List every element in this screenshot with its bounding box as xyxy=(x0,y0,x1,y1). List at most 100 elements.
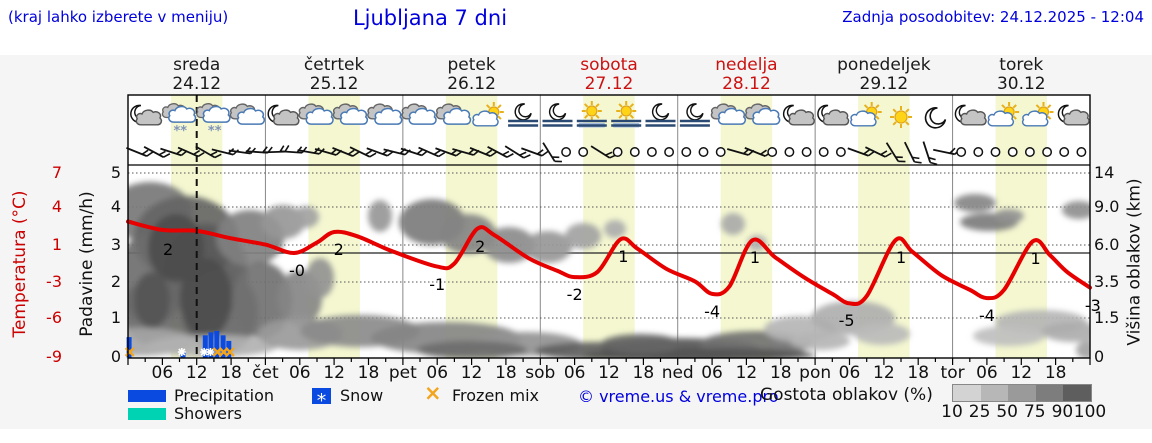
precipitation-tick-label: 5 xyxy=(110,163,121,182)
density-tick-label: 75 xyxy=(1023,402,1046,422)
day-date-label: 24.12 xyxy=(172,74,222,94)
curve-temperature-label: -3 xyxy=(1084,295,1101,315)
density-tick-label: 10 xyxy=(941,402,963,422)
curve-temperature-label: 2 xyxy=(162,240,174,259)
weather-icon-cloud xyxy=(401,103,437,125)
weather-icon-sun-fog xyxy=(611,101,642,128)
curve-temperature-label: 2 xyxy=(475,236,486,256)
curve-temperature-label: -2 xyxy=(566,285,583,305)
time-tick-label: ned xyxy=(661,363,694,383)
calm-wind-symbol xyxy=(1059,147,1070,157)
page-title: Ljubljana 7 dni xyxy=(352,6,508,30)
time-tick-label: 06 xyxy=(288,363,311,383)
wind-barb xyxy=(865,146,892,158)
calm-wind-symbol xyxy=(629,147,640,157)
calm-wind-symbol xyxy=(1007,147,1018,157)
calm-wind-symbol xyxy=(664,147,675,157)
curve-temperature-label: -4 xyxy=(978,306,995,326)
density-tick-label: 50 xyxy=(996,402,1019,422)
weather-icon-moon xyxy=(924,107,947,129)
cloud-height-tick-label: 0 xyxy=(1094,347,1105,366)
svg-text:**: ** xyxy=(174,124,188,139)
snow-legend-icon: * xyxy=(312,388,331,412)
weather-icon-moon-cloud xyxy=(1057,104,1090,126)
wind-barb xyxy=(177,146,205,158)
time-tick-label: čet xyxy=(252,363,279,383)
time-tick-label: 18 xyxy=(495,363,517,383)
precipitation-tick-label: 3 xyxy=(110,235,121,254)
cloud-height-tick-label: 14 xyxy=(1094,163,1115,182)
day-name-label: sreda xyxy=(173,55,221,75)
calm-wind-symbol xyxy=(1076,147,1087,157)
temperature-curve xyxy=(126,219,1092,307)
weather-icon-moon-fog xyxy=(508,103,539,127)
weather-icon-moon-cloud xyxy=(267,104,300,126)
wind-barb xyxy=(487,146,514,158)
day-date-label: 27.12 xyxy=(584,74,634,94)
time-tick-label: 12 xyxy=(1010,363,1033,383)
weather-icon-cloud xyxy=(710,103,747,125)
calm-wind-symbol xyxy=(835,147,846,157)
weather-icon-moon-cloud xyxy=(130,104,163,126)
time-tick-label: 12 xyxy=(185,363,208,383)
day-date-label: 30.12 xyxy=(996,74,1046,94)
cloud-density-colorbar xyxy=(952,384,1092,402)
day-date-label: 29.12 xyxy=(859,74,909,94)
wind-barb xyxy=(521,147,549,157)
curve-temperature-label: 1 xyxy=(618,247,629,267)
wind-barb xyxy=(847,147,875,157)
calm-wind-symbol xyxy=(784,147,795,157)
density-tick-label: 90 xyxy=(1051,402,1074,422)
calm-wind-symbol xyxy=(990,147,1001,157)
wind-barb xyxy=(195,145,222,159)
weather-icon-sun-cloud xyxy=(850,102,882,127)
day-date-label: 28.12 xyxy=(722,74,771,94)
last-update-timestamp: Zadnja posodobitev: 24.12.2025 - 12:04 xyxy=(842,8,1144,26)
showers-legend-label: Showers xyxy=(174,404,242,423)
temperature-tick-label: -6 xyxy=(46,308,62,327)
day-date-label: 25.12 xyxy=(309,74,359,94)
calm-wind-symbol xyxy=(1042,147,1053,157)
weather-icon-moon-fog xyxy=(645,103,676,127)
day-name-label: ponedeljek xyxy=(837,55,931,75)
cloud-height-tick-label: 9.0 xyxy=(1094,197,1120,216)
wind-barb xyxy=(126,147,154,157)
cloud-height-tick-label: 1.5 xyxy=(1094,308,1120,327)
precipitation-tick-label: 0 xyxy=(110,347,121,366)
density-tick-label: 25 xyxy=(968,402,991,422)
time-tick-label: 06 xyxy=(976,363,998,383)
curve-temperature-label: 2 xyxy=(333,240,344,259)
calm-wind-symbol xyxy=(818,147,829,157)
precipitation-legend-label: Precipitation xyxy=(174,386,275,405)
snow-markers xyxy=(177,348,215,356)
weather-icon-sun-cloud xyxy=(1021,102,1054,127)
cloud-height-tick-label: 3.5 xyxy=(1094,272,1120,291)
colorbar-segment xyxy=(1063,385,1091,401)
day-name-label: torek xyxy=(999,55,1044,75)
precipitation-tick-label: 1 xyxy=(110,308,121,327)
calm-wind-symbol xyxy=(612,147,623,157)
time-tick-label: 12 xyxy=(460,363,483,383)
calm-wind-symbol xyxy=(561,147,572,157)
weather-icon-snow: ** xyxy=(196,103,231,139)
calm-wind-symbol xyxy=(1024,147,1035,157)
time-tick-label: 18 xyxy=(357,363,380,383)
copyright-link[interactable]: © vreme.us & vreme.pro xyxy=(578,387,779,406)
weather-icon-moon-cloud xyxy=(954,104,987,126)
time-tick-label: sob xyxy=(525,363,556,383)
calm-wind-symbol xyxy=(973,147,984,157)
weather-icon-cloud xyxy=(435,103,472,125)
time-tick-label: 06 xyxy=(838,363,861,383)
frozen-mix-legend-label: Frozen mix xyxy=(452,386,540,405)
weather-icon-sun-cloud xyxy=(987,102,1020,127)
frozen-mix-markers xyxy=(124,347,235,357)
wind-barb xyxy=(903,141,922,164)
weather-icon-moon-fog xyxy=(679,103,710,127)
wind-barb xyxy=(469,147,497,157)
svg-text:**: ** xyxy=(208,124,222,139)
time-tick-label: 18 xyxy=(632,363,655,383)
day-name-label: petek xyxy=(447,55,496,75)
curve-temperature-label: 1 xyxy=(1030,249,1041,269)
